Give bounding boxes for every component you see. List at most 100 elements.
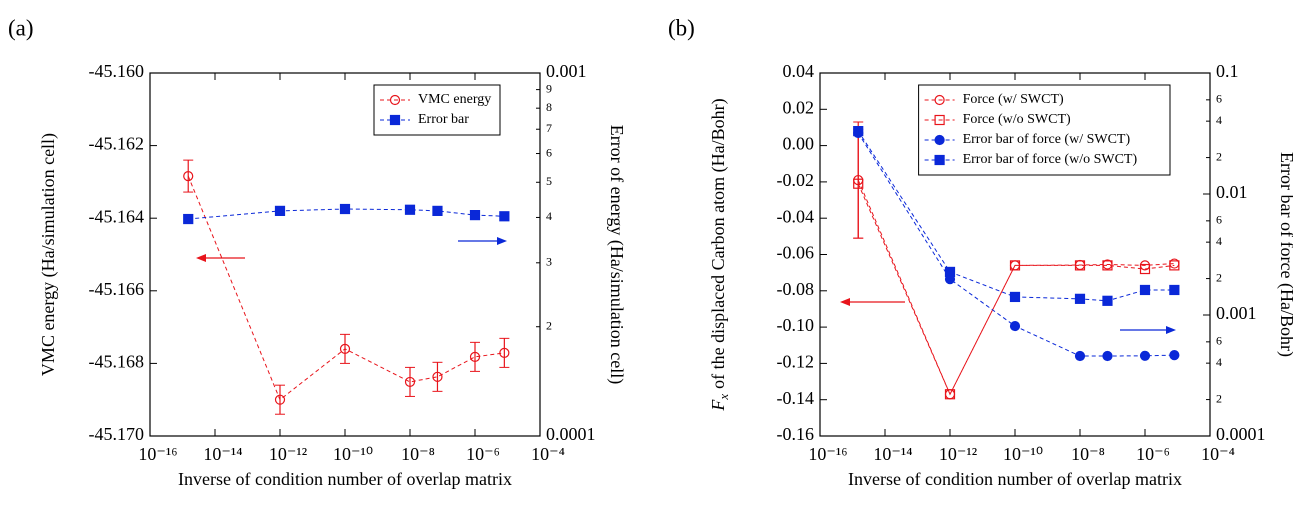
- legend-marker: [934, 154, 945, 166]
- marker: [1009, 260, 1021, 271]
- y2-tick-label: 0.01: [1216, 182, 1248, 202]
- legend-label: Force (w/o SWCT): [963, 112, 1071, 127]
- x-tick-label: 10⁻¹⁰: [333, 444, 373, 464]
- legend-label: VMC energy: [418, 92, 491, 107]
- x-tick-label: 10⁻¹²: [939, 444, 977, 464]
- y-tick-label: 0.00: [783, 134, 815, 154]
- y2-tick-label: 2: [1216, 149, 1222, 163]
- marker: [1074, 260, 1086, 271]
- y-tick-label: -45.162: [89, 134, 145, 154]
- legend-marker: [934, 134, 945, 146]
- legend-label: Error bar: [418, 112, 469, 127]
- y-tick-label: -0.12: [777, 352, 815, 372]
- marker: [339, 343, 351, 354]
- y-tick-label: -45.170: [89, 424, 145, 444]
- legend-label: Error bar of force (w/o SWCT): [963, 152, 1138, 167]
- legend-box: [373, 84, 501, 136]
- y2-tick-label: 4: [1216, 113, 1222, 127]
- marker: [1074, 350, 1086, 362]
- marker: [1102, 260, 1113, 271]
- legend-marker: [389, 114, 401, 126]
- y2-tick-label: 6: [1216, 213, 1222, 227]
- y-tick-label: -45.168: [89, 352, 145, 372]
- marker: [1139, 263, 1151, 275]
- y-axis-symbol: F: [708, 399, 728, 412]
- marker: [853, 126, 864, 137]
- y-tick-label: -0.10: [777, 315, 815, 335]
- x-axis-label: Inverse of condition number of overlap m…: [848, 469, 1182, 489]
- legend-marker: [934, 114, 945, 126]
- series-line: [857, 179, 1175, 396]
- y-axis-text: of the displaced Carbon atom (Ha/Bohr): [708, 98, 729, 388]
- y-tick-label: -0.16: [777, 424, 815, 444]
- marker: [1102, 295, 1113, 306]
- y2-tick-label: 0.1: [1216, 61, 1239, 81]
- x-tick-label: 10⁻¹⁰: [1003, 444, 1043, 464]
- arrow-head: [840, 298, 850, 306]
- y2-tick-label: 0.001: [546, 61, 587, 81]
- x-axis-label: Inverse of condition number of overlap m…: [178, 469, 512, 489]
- legend-box: [918, 84, 1171, 176]
- marker: [183, 170, 194, 182]
- marker: [944, 266, 956, 278]
- y2-tick-label: 6: [1216, 92, 1222, 106]
- panel-label: (b): [668, 15, 695, 40]
- series-line: [857, 183, 1175, 396]
- x-tick-label: 10⁻⁴: [1201, 444, 1235, 464]
- marker: [1009, 320, 1021, 332]
- marker: [944, 389, 956, 400]
- marker: [1139, 284, 1151, 296]
- marker: [274, 205, 286, 216]
- marker: [432, 371, 443, 382]
- marker: [853, 178, 864, 189]
- y-tick-label: 0.02: [783, 97, 815, 117]
- y2-tick-label: 7: [546, 121, 552, 135]
- legend-label: Force (w/ SWCT): [963, 92, 1064, 107]
- y2-tick-label: 9: [546, 81, 552, 95]
- y-axis-label: Fx of the displaced Carbon atom (Ha/Bohr): [708, 98, 731, 411]
- y2-tick-label: 8: [546, 100, 552, 114]
- y2-axis-label: Error of energy (Ha/simulation cell): [606, 125, 627, 385]
- y-tick-label: -0.04: [777, 206, 815, 226]
- y2-tick-label: 5: [546, 174, 552, 188]
- y2-tick-label: 6: [546, 145, 552, 159]
- arrow-head: [196, 254, 206, 262]
- y2-tick-label: 0.0001: [546, 424, 596, 444]
- legend-marker: [934, 94, 945, 106]
- y2-tick-label: 0.001: [1216, 303, 1257, 323]
- marker: [1074, 293, 1086, 304]
- marker: [1169, 260, 1180, 271]
- marker: [499, 347, 510, 358]
- legend-label: Error bar of force (w/ SWCT): [963, 132, 1131, 147]
- y2-tick-label: 4: [1216, 234, 1222, 248]
- y2-tick-label: 6: [1216, 334, 1222, 348]
- marker: [183, 213, 194, 225]
- x-tick-label: 10⁻⁸: [401, 444, 435, 464]
- x-tick-label: 10⁻¹⁶: [138, 444, 177, 464]
- marker: [339, 203, 351, 215]
- y-tick-label: -45.166: [89, 279, 145, 299]
- panel-label: (a): [8, 15, 34, 40]
- y-tick-label: -0.08: [777, 279, 815, 299]
- y-axis-subscript: x: [716, 394, 731, 401]
- x-tick-label: 10⁻⁸: [1071, 444, 1105, 464]
- y2-tick-label: 2: [1216, 270, 1222, 284]
- x-tick-label: 10⁻⁶: [1136, 444, 1170, 464]
- y-tick-label: -45.164: [89, 206, 145, 226]
- marker: [274, 394, 286, 405]
- marker: [499, 211, 510, 222]
- y2-tick-label: 3: [546, 255, 552, 269]
- marker: [404, 376, 416, 388]
- y-axis-label: VMC energy (Ha/simulation cell): [38, 133, 59, 376]
- arrow-head: [497, 237, 507, 245]
- arrow-head: [1166, 326, 1176, 334]
- x-tick-label: 10⁻¹⁴: [203, 444, 242, 464]
- x-tick-label: 10⁻¹²: [269, 444, 307, 464]
- marker: [404, 204, 416, 215]
- y2-tick-label: 0.0001: [1216, 424, 1266, 444]
- y2-tick-label: 4: [1216, 355, 1222, 369]
- y2-tick-label: 2: [1216, 391, 1222, 405]
- x-tick-label: 10⁻⁶: [466, 444, 500, 464]
- marker: [1102, 350, 1113, 362]
